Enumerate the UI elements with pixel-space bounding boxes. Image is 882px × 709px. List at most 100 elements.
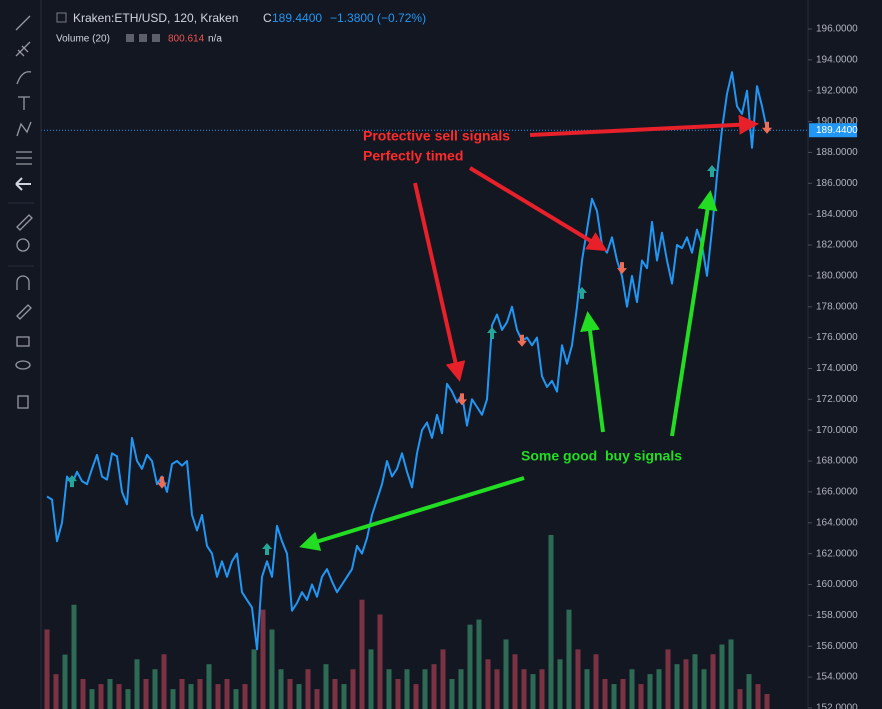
- volume-bar: [719, 644, 725, 709]
- volume-bar: [746, 674, 752, 709]
- buy-signal: [577, 286, 587, 299]
- volume-bar: [467, 624, 473, 709]
- tool-text[interactable]: [18, 96, 30, 110]
- y-tick-label: 154.0000: [816, 672, 858, 683]
- volume-na: n/a: [208, 34, 222, 45]
- y-tick-label: 186.0000: [816, 178, 858, 189]
- y-tick-label: 160.0000: [816, 579, 858, 590]
- volume-bar: [629, 669, 635, 709]
- volume-bar: [530, 674, 536, 709]
- volume-bar: [647, 674, 653, 709]
- volume-bar: [656, 669, 662, 709]
- tool-back[interactable]: [15, 177, 31, 191]
- annotations: Protective sell signals Perfectly timed …: [299, 114, 759, 551]
- volume-bar: [557, 659, 563, 709]
- vol-icon[interactable]: [152, 34, 160, 42]
- volume-bar: [584, 669, 590, 709]
- y-tick-label: 184.0000: [816, 209, 858, 220]
- volume-bar: [80, 679, 86, 709]
- volume-bar: [350, 669, 356, 709]
- volume-bar: [287, 679, 293, 709]
- last-price-box: [809, 123, 857, 138]
- change: −1.3800 (−0.72%): [330, 11, 426, 25]
- volume-bar: [323, 664, 329, 709]
- volume-bar: [431, 664, 437, 709]
- volume-bar: [377, 614, 383, 709]
- tool-prediction[interactable]: [16, 151, 32, 165]
- collapse-icon[interactable]: [56, 12, 67, 23]
- volume-bar: [710, 654, 716, 709]
- volume-bar: [53, 674, 59, 709]
- volume-bar: [575, 649, 581, 709]
- volume-bar: [359, 599, 365, 709]
- volume-bar: [134, 659, 140, 709]
- vol-icon[interactable]: [139, 34, 147, 42]
- tool-lock[interactable]: [16, 336, 30, 347]
- volume-bar: [71, 604, 77, 709]
- volume-bar: [539, 669, 545, 709]
- volume-bar: [548, 535, 554, 709]
- volume-bar: [638, 684, 644, 709]
- last-price-label: 189.4400: [816, 125, 858, 136]
- volume-bar: [674, 664, 680, 709]
- toolbar: [0, 0, 42, 709]
- tool-delete[interactable]: [17, 395, 29, 409]
- volume-bar: [188, 684, 194, 709]
- close-value: 189.4400: [272, 11, 322, 25]
- volume-bar: [692, 654, 698, 709]
- volume-bar: [44, 629, 50, 709]
- volume-bar: [503, 639, 509, 709]
- volume-bar: [701, 669, 707, 709]
- volume-value: 800.614: [168, 34, 205, 45]
- volume-bar: [485, 659, 491, 709]
- tool-visibility[interactable]: [15, 360, 31, 370]
- tool-stay-drawing[interactable]: [16, 304, 32, 320]
- y-tick-label: 190.0000: [816, 116, 858, 127]
- volume-bar: [161, 654, 167, 709]
- volume-bar: [602, 679, 608, 709]
- buy-signal: [262, 542, 272, 555]
- volume-layer: [44, 535, 770, 709]
- volume-bar: [395, 679, 401, 709]
- price-axis: 152.0000 154.0000 156.0000 158.0000 160.0000…: [807, 0, 882, 709]
- y-tick-label: 168.0000: [816, 456, 858, 467]
- tool-brush[interactable]: [16, 71, 32, 85]
- volume-bar: [125, 689, 131, 709]
- volume-bar: [206, 664, 212, 709]
- volume-bar: [269, 629, 275, 709]
- y-tick-label: 174.0000: [816, 363, 858, 374]
- symbol: Kraken:ETH/USD, 120, Kraken: [73, 11, 238, 25]
- volume-bar: [449, 679, 455, 709]
- sell-signal: [617, 262, 627, 275]
- volume-bar: [89, 689, 95, 709]
- volume-bar: [179, 679, 185, 709]
- volume-bar: [197, 679, 203, 709]
- tool-pattern[interactable]: [16, 121, 32, 137]
- buy-arrow: [580, 311, 605, 433]
- tool-zoom[interactable]: [16, 238, 30, 252]
- y-tick-label: 178.0000: [816, 301, 858, 312]
- buy-text: Some good buy signals: [521, 448, 682, 464]
- volume-bar: [314, 689, 320, 709]
- volume-bar: [233, 689, 239, 709]
- buy-signal: [487, 326, 497, 339]
- volume-bar: [476, 619, 482, 709]
- tool-magnet[interactable]: [16, 275, 30, 290]
- y-tick-label: 176.0000: [816, 332, 858, 343]
- volume-bar: [152, 669, 158, 709]
- tool-fib[interactable]: [15, 41, 31, 57]
- buy-signal: [707, 164, 717, 177]
- tool-ruler[interactable]: [16, 214, 33, 231]
- sell-signal: [762, 121, 772, 134]
- volume-bar: [251, 649, 257, 709]
- plot-layer: [41, 71, 808, 651]
- sell-text: Perfectly timed: [363, 148, 463, 164]
- tool-line[interactable]: [15, 15, 31, 31]
- buy-arrow: [299, 476, 525, 551]
- volume-bar: [170, 689, 176, 709]
- y-tick-label: 152.0000: [816, 703, 858, 709]
- vol-icon[interactable]: [126, 34, 134, 42]
- close-prefix: C: [263, 11, 272, 25]
- volume-bar: [458, 669, 464, 709]
